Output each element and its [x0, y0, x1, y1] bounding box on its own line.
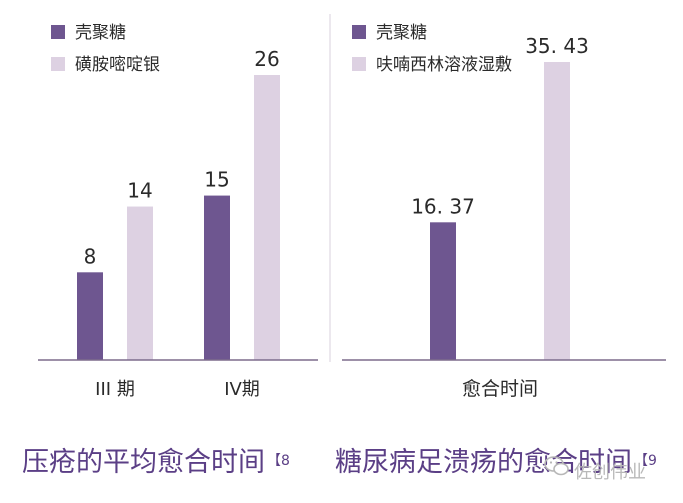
wechat-icon: [544, 456, 569, 476]
left-value-label-1-1: 26: [254, 47, 279, 71]
left-legend-swatch-1: [51, 57, 65, 71]
left-chart-caption: 压疮的平均愈合时间 【8: [22, 446, 290, 480]
left-value-label-0-1: 15: [204, 168, 229, 192]
right-chart-caption: 糖尿病足溃疡的愈合时间 【9: [335, 446, 657, 480]
right-caption-text: 糖尿病足溃疡的愈合时间: [335, 447, 632, 478]
left-value-label-1-0: 14: [127, 179, 152, 203]
watermark-text: 佐创伟业: [574, 462, 646, 483]
right-value-label-1-0: 35. 43: [525, 34, 589, 58]
left-legend-swatch-0: [51, 25, 65, 39]
left-category-label-0: III 期: [95, 379, 135, 400]
left-bar-0-1: [204, 195, 230, 360]
left-caption-ref: 【8: [267, 453, 290, 469]
left-legend-label-0: 壳聚糖: [75, 23, 126, 43]
left-bar-1-0: [127, 206, 153, 360]
left-legend-label-1: 磺胺嘧啶银: [75, 55, 160, 75]
right-legend-swatch-0: [352, 25, 366, 39]
right-bar-0-0: [430, 222, 456, 360]
right-caption-ref: 【9: [634, 453, 657, 469]
right-value-label-0-0: 16. 37: [411, 194, 475, 218]
left-value-label-0-0: 8: [84, 244, 97, 268]
right-bar-1-0: [544, 62, 570, 360]
right-legend-label-0: 壳聚糖: [376, 23, 427, 43]
left-bar-1-1: [254, 75, 280, 360]
right-legend-swatch-1: [352, 57, 366, 71]
left-bar-0-0: [77, 272, 103, 360]
left-caption-text: 压疮的平均愈合时间: [22, 447, 265, 478]
right-legend-label-1: 呋喃西林溶液湿敷: [376, 55, 512, 75]
right-category-label-0: 愈合时间: [462, 378, 538, 400]
left-category-label-1: IV期: [224, 379, 260, 400]
